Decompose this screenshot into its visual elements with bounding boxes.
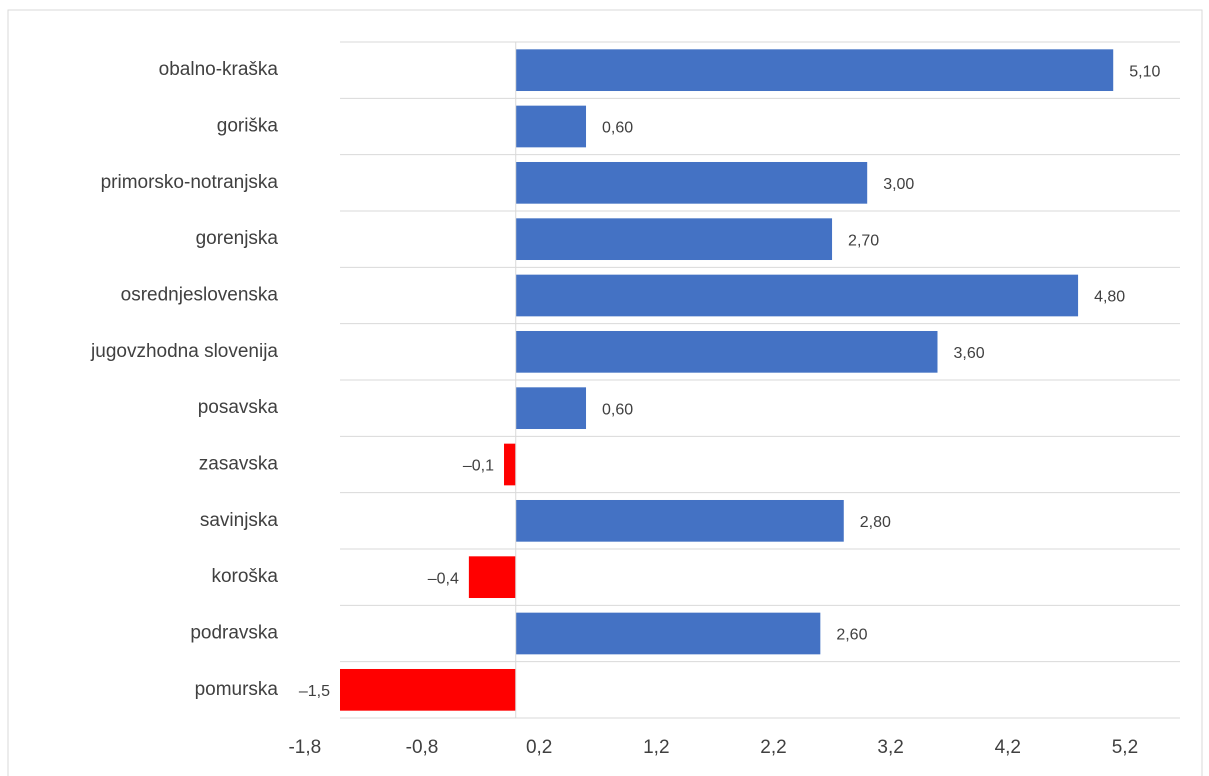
data-label: –1,5 — [299, 683, 330, 700]
y-tick-label: goriška — [217, 116, 279, 137]
x-tick-label: 1,2 — [643, 737, 669, 758]
x-tick-label: 2,2 — [760, 737, 786, 758]
bar — [504, 443, 516, 486]
y-tick-label: koroška — [211, 566, 278, 587]
data-label: 2,70 — [848, 232, 879, 249]
data-label: 2,60 — [836, 627, 867, 644]
x-tick-label: -1,8 — [288, 737, 321, 758]
data-label: 3,60 — [953, 345, 984, 362]
bar — [515, 105, 587, 148]
x-tick-label: 4,2 — [995, 737, 1021, 758]
bar — [515, 330, 938, 373]
data-label: 0,60 — [602, 120, 633, 137]
bar — [515, 499, 844, 542]
y-tick-label: osrednjeslovenska — [121, 285, 279, 306]
data-label: 3,00 — [883, 176, 914, 193]
y-tick-label: jugovzhodna slovenija — [90, 341, 278, 362]
y-tick-label: primorsko-notranjska — [101, 172, 279, 193]
data-label: –0,4 — [428, 570, 459, 587]
y-tick-label: obalno-kraška — [159, 59, 279, 80]
x-tick-label: 3,2 — [877, 737, 903, 758]
y-tick-label: savinjska — [200, 510, 279, 531]
data-label: 5,10 — [1129, 63, 1160, 80]
chart-frame — [7, 9, 1203, 776]
y-tick-label: gorenjska — [196, 228, 279, 249]
data-label: –0,1 — [463, 458, 494, 475]
y-tick-label: posavska — [198, 397, 279, 418]
bar — [468, 556, 516, 599]
y-tick-label: pomurska — [195, 679, 279, 700]
x-tick-label: 5,2 — [1112, 737, 1138, 758]
x-tick-label: -0,8 — [406, 737, 439, 758]
bar — [515, 218, 833, 261]
bar — [515, 161, 868, 204]
bar — [515, 612, 821, 655]
x-tick-label: 0,2 — [526, 737, 552, 758]
y-tick-label: podravska — [190, 623, 278, 644]
data-label: 2,80 — [860, 514, 891, 531]
bar — [340, 668, 516, 711]
data-label: 0,60 — [602, 401, 633, 418]
bar — [515, 49, 1114, 92]
data-label: 4,80 — [1094, 289, 1125, 306]
y-tick-label: zasavska — [199, 454, 279, 475]
bar — [515, 274, 1079, 317]
bar — [515, 387, 587, 430]
